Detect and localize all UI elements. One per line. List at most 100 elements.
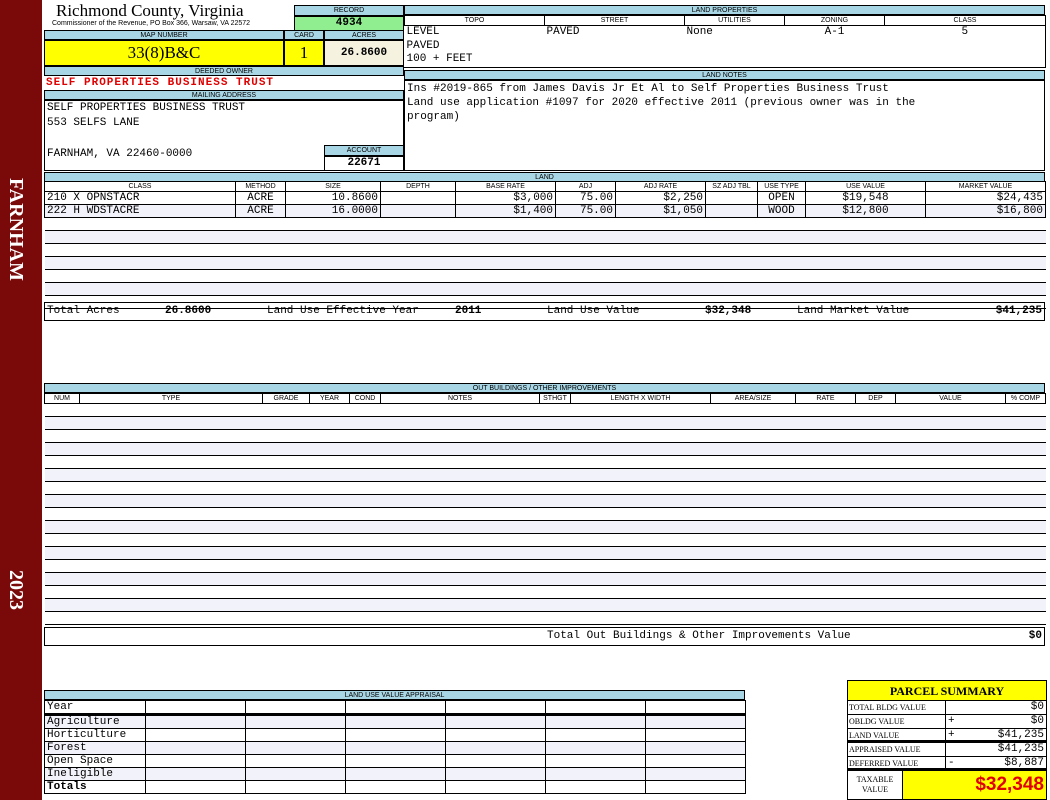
land-row bbox=[44, 243, 1046, 257]
summary-row: LAND VALUE + $41,235 bbox=[848, 729, 1046, 743]
outbuildings-cell bbox=[380, 572, 540, 586]
land-use-cell bbox=[645, 741, 746, 755]
land-use-row: Totals bbox=[44, 780, 746, 794]
outbuildings-cell bbox=[79, 533, 263, 547]
outbuildings-cell bbox=[855, 403, 896, 417]
land-cell bbox=[455, 230, 556, 244]
outbuildings-row bbox=[44, 546, 1046, 560]
outbuildings-cell bbox=[380, 494, 540, 508]
summary-operator bbox=[946, 701, 958, 714]
land-use-cell bbox=[445, 780, 546, 794]
outbuildings-cell bbox=[349, 494, 381, 508]
land-cell: 16.0000 bbox=[285, 204, 381, 218]
land-use-totals-label: Totals bbox=[44, 780, 146, 794]
outbuildings-cell bbox=[1005, 455, 1046, 469]
outbuildings-cell bbox=[539, 442, 571, 456]
address-line-1: SELF PROPERTIES BUSINESS TRUST bbox=[47, 102, 246, 114]
outbuildings-cell bbox=[710, 507, 796, 521]
land-use-cell bbox=[445, 767, 546, 781]
land-use-cell bbox=[345, 714, 446, 729]
outbuildings-cell bbox=[262, 494, 310, 508]
outbuildings-cell bbox=[895, 416, 1006, 430]
land-cell bbox=[235, 282, 286, 296]
col-class: CLASS bbox=[884, 15, 1046, 26]
land-use-cell bbox=[145, 754, 246, 768]
outbuildings-cell bbox=[380, 416, 540, 430]
land-cell: $3,000 bbox=[455, 191, 556, 205]
outbuildings-cell bbox=[710, 442, 796, 456]
outbuildings-cell bbox=[262, 468, 310, 482]
outbuildings-col-header: DEP bbox=[855, 393, 896, 404]
outbuildings-cell bbox=[44, 559, 80, 573]
summary-value: $8,887 bbox=[1004, 757, 1044, 769]
outbuildings-cell bbox=[349, 572, 381, 586]
outbuildings-cell bbox=[262, 611, 310, 625]
outbuildings-cell bbox=[349, 546, 381, 560]
land-use-cell bbox=[645, 714, 746, 729]
outbuildings-cell bbox=[855, 585, 896, 599]
land-use-cell bbox=[345, 754, 446, 768]
outbuildings-cell bbox=[262, 442, 310, 456]
outbuildings-cell bbox=[349, 520, 381, 534]
land-cell bbox=[757, 269, 806, 283]
land-cell bbox=[757, 282, 806, 296]
land-use-cell bbox=[445, 754, 546, 768]
outbuildings-cell bbox=[570, 611, 711, 625]
land-use-cell bbox=[545, 741, 646, 755]
outbuildings-cell bbox=[539, 455, 571, 469]
outbuildings-cell bbox=[895, 442, 1006, 456]
col-street: STREET bbox=[544, 15, 685, 26]
outbuildings-cell bbox=[539, 572, 571, 586]
col-zoning: ZONING bbox=[784, 15, 885, 26]
land-cell: ACRE bbox=[235, 204, 286, 218]
outbuildings-col-header: RATE bbox=[795, 393, 856, 404]
outbuildings-cell bbox=[1005, 572, 1046, 586]
land-use-cell bbox=[345, 700, 446, 715]
land-cell bbox=[615, 230, 706, 244]
land-col-header: SIZE bbox=[285, 181, 381, 192]
col-topo: TOPO bbox=[404, 15, 545, 26]
land-use-cell bbox=[545, 767, 646, 781]
outbuildings-cell bbox=[1005, 416, 1046, 430]
market-value-label: Land Market Value bbox=[797, 305, 910, 317]
outbuildings-cell bbox=[570, 546, 711, 560]
land-use-category-label: Agriculture bbox=[44, 714, 146, 729]
outbuildings-total-label: Total Out Buildings & Other Improvements… bbox=[547, 630, 851, 642]
land-use-category-label: Forest bbox=[44, 741, 146, 755]
map-number-label: MAP NUMBER bbox=[44, 30, 284, 40]
land-cell bbox=[235, 243, 286, 257]
land-cell bbox=[285, 217, 381, 231]
outbuildings-cell bbox=[1005, 585, 1046, 599]
outbuildings-cell bbox=[44, 416, 80, 430]
land-cell bbox=[44, 243, 236, 257]
land-cell bbox=[555, 243, 616, 257]
land-use-cell bbox=[245, 741, 346, 755]
summary-value: $41,235 bbox=[997, 743, 1044, 755]
outbuildings-cell bbox=[795, 416, 856, 430]
outbuildings-cell bbox=[895, 598, 1006, 612]
land-cell bbox=[44, 269, 236, 283]
outbuildings-cell bbox=[539, 585, 571, 599]
outbuildings-cell bbox=[710, 403, 796, 417]
land-cell: OPEN bbox=[757, 191, 806, 205]
outbuildings-col-header: % COMP bbox=[1005, 393, 1046, 404]
outbuildings-cell bbox=[895, 611, 1006, 625]
land-use-row: Forest bbox=[44, 741, 746, 755]
land-cell bbox=[805, 282, 926, 296]
land-use-table: Year Agriculture Horticulture Forest Open Sp… bbox=[44, 700, 746, 794]
outbuildings-cell bbox=[539, 507, 571, 521]
outbuildings-cell bbox=[309, 572, 350, 586]
outbuildings-cell bbox=[539, 481, 571, 495]
land-cell: 10.8600 bbox=[285, 191, 381, 205]
outbuildings-row bbox=[44, 520, 1046, 534]
outbuildings-cell bbox=[380, 559, 540, 573]
outbuildings-cell bbox=[349, 507, 381, 521]
land-cell bbox=[757, 230, 806, 244]
outbuildings-cell bbox=[895, 429, 1006, 443]
land-cell bbox=[380, 204, 456, 218]
outbuildings-cell bbox=[795, 598, 856, 612]
land-cell bbox=[615, 256, 706, 270]
outbuildings-cell bbox=[1005, 403, 1046, 417]
outbuildings-cell bbox=[349, 611, 381, 625]
outbuildings-col-header: LENGTH X WIDTH bbox=[570, 393, 711, 404]
